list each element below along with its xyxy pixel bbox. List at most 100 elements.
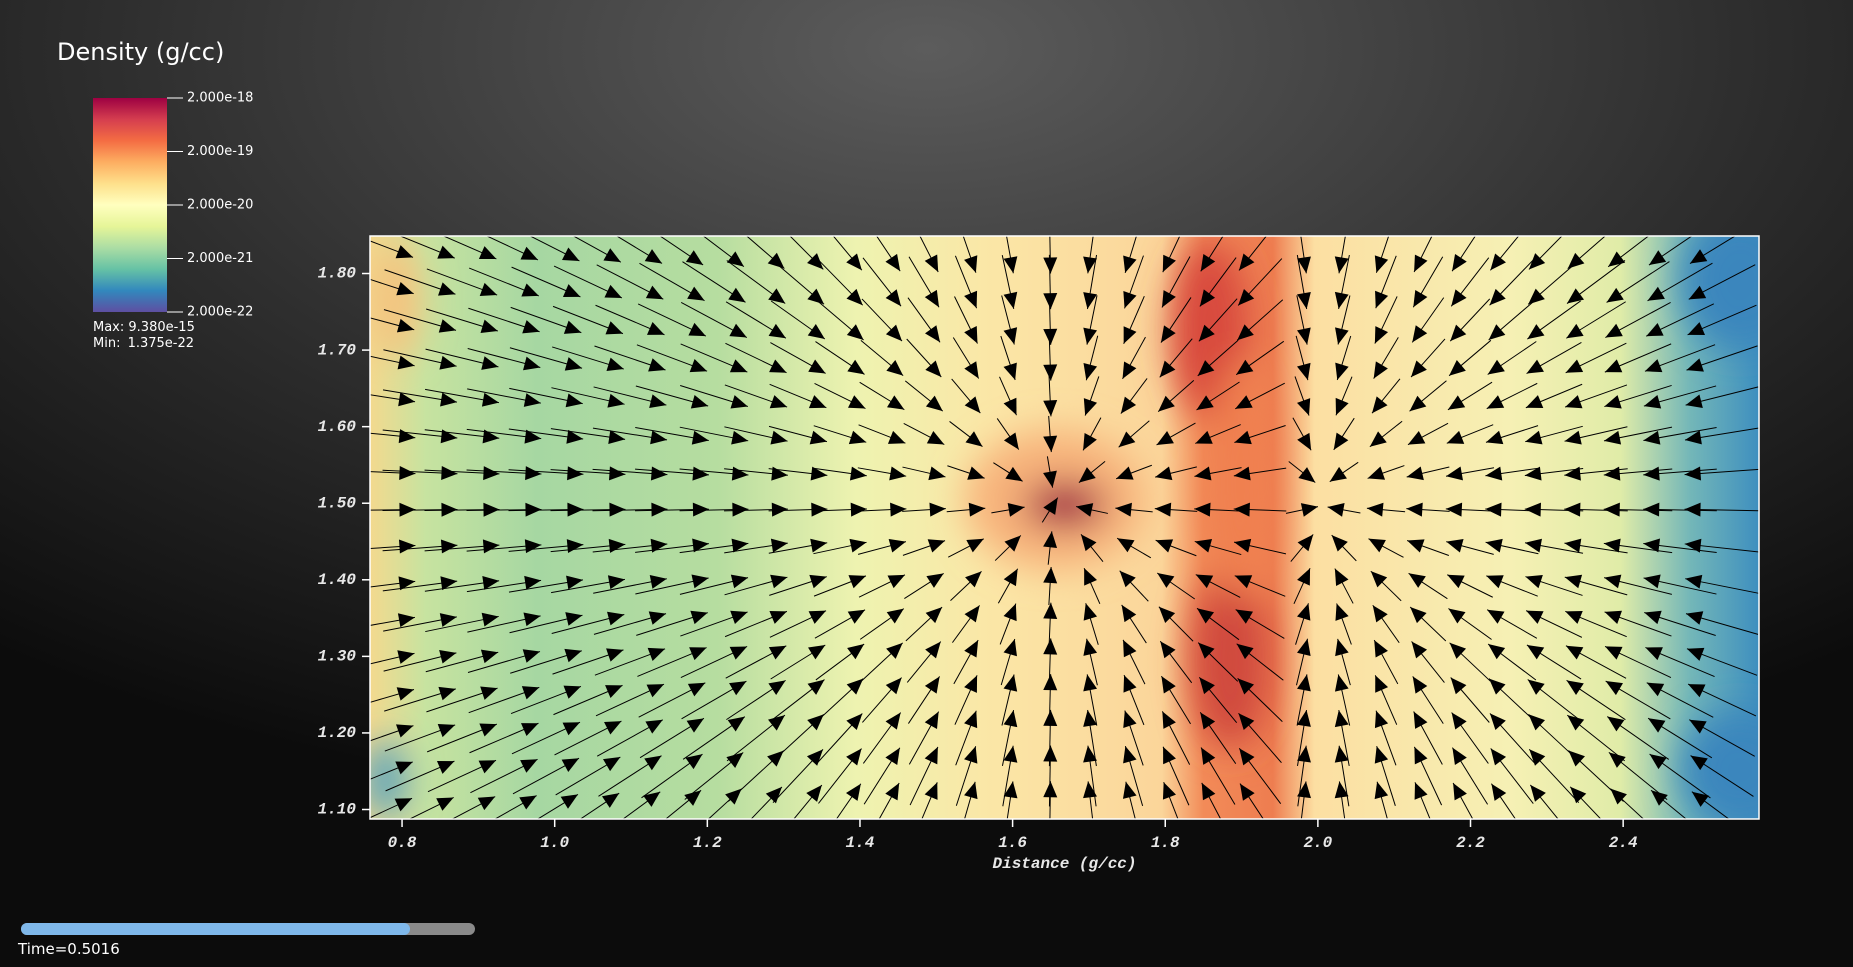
vector-head <box>1043 781 1058 798</box>
vector-head <box>1197 360 1215 376</box>
vector-head <box>606 357 624 372</box>
vector-head <box>1162 782 1176 800</box>
vector-head <box>731 430 749 445</box>
vector-head <box>729 646 748 660</box>
vector-head <box>397 650 415 664</box>
vector-head <box>1160 325 1176 343</box>
vector-head <box>1373 361 1388 379</box>
vector-head <box>436 797 454 811</box>
vector-head <box>1526 610 1544 624</box>
vector-head <box>1448 608 1466 624</box>
vector-head <box>1201 747 1216 765</box>
vector-head <box>887 430 906 444</box>
vector-head <box>604 284 622 298</box>
vector-head <box>1684 502 1701 517</box>
vector-head <box>1329 466 1347 482</box>
vector-head <box>889 466 907 481</box>
vector-head <box>1123 290 1137 309</box>
vector-head <box>563 320 582 334</box>
vector-head <box>1297 432 1312 451</box>
vector-head <box>964 746 978 764</box>
vector-head <box>1155 539 1174 553</box>
vector-head <box>1567 288 1585 304</box>
vector-head <box>924 676 940 694</box>
vector-head <box>1043 566 1058 584</box>
vector-head <box>885 289 902 307</box>
vector-head <box>807 253 824 270</box>
vector-head <box>1450 677 1467 695</box>
vector-head <box>847 644 865 660</box>
x-tick-label: 0.8 <box>388 834 417 852</box>
vector-head <box>1163 746 1176 765</box>
vector-head <box>1452 747 1467 765</box>
vector-head <box>563 685 581 699</box>
vector-head <box>927 539 946 553</box>
vector-head <box>603 757 621 772</box>
vector-head <box>519 795 537 810</box>
vector-head <box>1043 364 1058 381</box>
vector-head <box>1162 254 1176 273</box>
vector-head <box>1200 254 1216 272</box>
vector-head <box>1525 430 1543 445</box>
vector-head <box>768 680 786 696</box>
vector-head <box>1372 605 1388 623</box>
vector-head <box>1297 781 1311 799</box>
vector-head <box>846 783 861 801</box>
vector-head <box>1527 679 1545 695</box>
vector-head <box>726 752 744 768</box>
vector-head <box>1487 359 1505 375</box>
vector-head <box>769 395 788 409</box>
vector-head <box>685 754 703 770</box>
vector-head <box>1566 680 1584 696</box>
vector-head <box>846 713 863 731</box>
vector-head <box>811 502 828 517</box>
vector-head <box>1003 256 1018 274</box>
vector-head <box>1196 395 1214 410</box>
vector-head <box>686 718 704 733</box>
vector-head <box>886 608 904 624</box>
max-value: 9.380e-15 <box>128 320 194 335</box>
vector-head <box>1684 466 1702 481</box>
vector-head <box>1117 538 1135 553</box>
vector-head <box>395 724 414 738</box>
vector-head <box>1297 256 1311 274</box>
vector-head <box>808 395 827 409</box>
vector-head <box>964 396 981 414</box>
vector-head <box>439 613 457 627</box>
vector-head <box>1043 328 1058 345</box>
plot-area <box>370 236 1759 819</box>
y-tick-label: 1.10 <box>318 801 357 819</box>
vector-head <box>482 429 500 444</box>
plot-border <box>369 235 1760 820</box>
vector-head <box>1003 674 1018 692</box>
vector-head <box>964 781 978 800</box>
vector-head <box>1239 748 1255 766</box>
vector-head <box>478 760 497 774</box>
vector-head <box>925 325 941 343</box>
vector-head <box>1643 466 1660 481</box>
vector-head <box>1334 674 1349 692</box>
vector-head <box>885 677 902 695</box>
vector-head <box>848 575 866 589</box>
vector-head <box>810 538 828 553</box>
vector-head <box>1083 603 1098 621</box>
vector-head <box>885 253 901 272</box>
vector-head <box>1235 395 1253 409</box>
vector-head <box>1157 572 1175 588</box>
vector-head <box>1686 358 1704 372</box>
vector-head <box>604 721 622 735</box>
vector-head <box>606 648 624 662</box>
vector-head <box>1335 603 1349 621</box>
vector-head <box>1368 538 1386 553</box>
vector-head <box>1449 360 1466 376</box>
x-tick-label: 1.8 <box>1151 834 1180 852</box>
vector-head <box>1488 643 1506 660</box>
x-tick-label: 1.0 <box>540 834 569 852</box>
vector-head <box>806 749 823 766</box>
vector-head <box>1083 745 1097 763</box>
vector-head <box>440 539 458 554</box>
vector-head <box>1198 324 1215 342</box>
vector-head <box>1412 325 1428 343</box>
vector-head <box>1122 781 1137 799</box>
vector-head <box>1374 255 1389 273</box>
